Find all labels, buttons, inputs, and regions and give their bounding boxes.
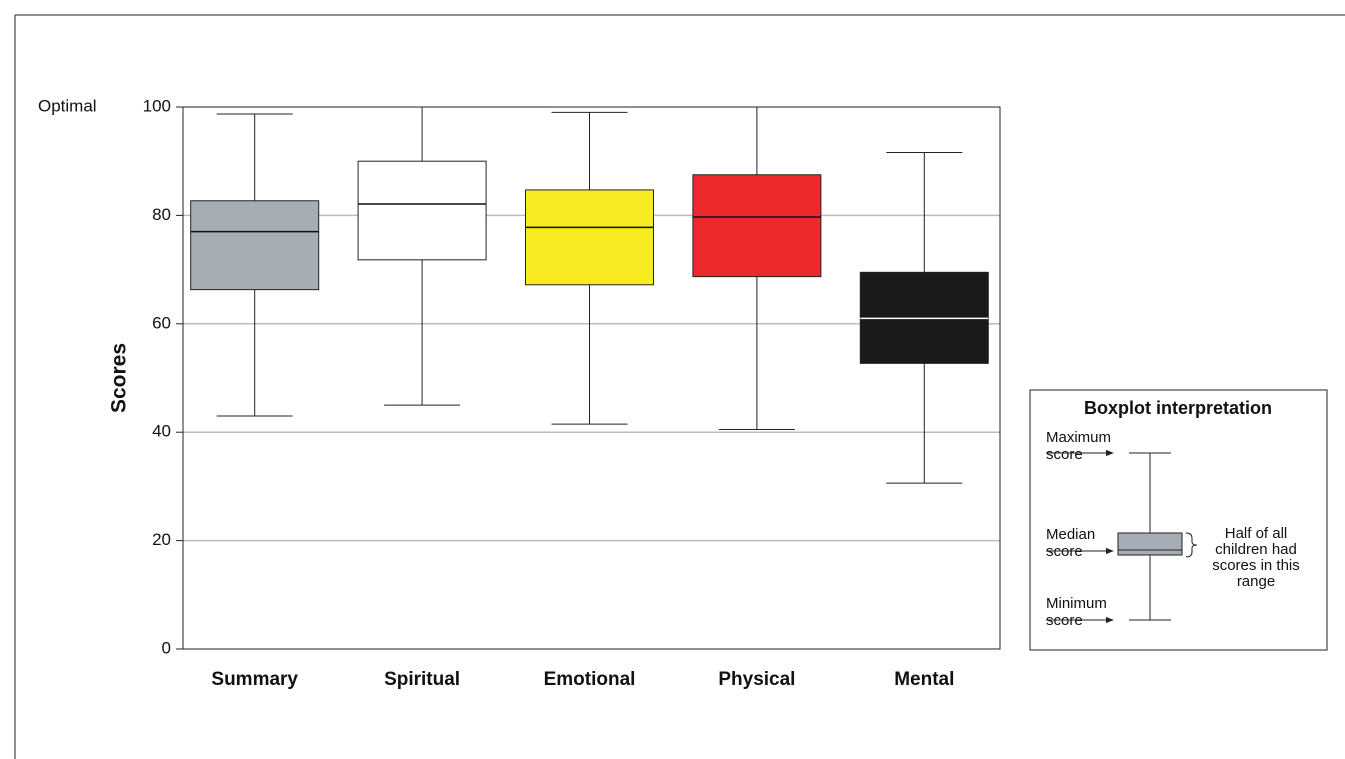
legend-label: Maximum [1046, 429, 1111, 446]
legend-title: Boxplot interpretation [1084, 398, 1272, 418]
y-tick-label: 0 [162, 638, 171, 657]
plot-frame [182, 106, 1001, 650]
y-tick-label: 20 [152, 530, 171, 549]
x-tick-label: Spiritual [384, 669, 460, 690]
box [692, 174, 822, 278]
y-tick-label: 60 [152, 313, 171, 332]
y-tick-label: 100 [143, 96, 171, 115]
legend-label: score [1046, 446, 1083, 463]
x-tick-label: Summary [211, 669, 298, 690]
box [357, 160, 487, 261]
legend-range-label: scores in this [1212, 557, 1300, 574]
legend-label: Median [1046, 526, 1095, 543]
legend-label: Minimum [1046, 595, 1107, 612]
legend-range-label: children had [1215, 541, 1297, 558]
optimal-label: Optimal [38, 96, 97, 115]
box [525, 189, 654, 286]
x-tick-label: Emotional [544, 669, 636, 690]
y-tick-label: 40 [152, 422, 171, 441]
y-axis-label: Scores [108, 343, 131, 413]
legend-box [1029, 389, 1328, 651]
legend-range-label: Half of all [1225, 525, 1288, 542]
legend-sample-box [1117, 532, 1183, 556]
legend-brace [1185, 532, 1198, 558]
y-tick-label: 80 [152, 205, 171, 224]
x-tick-label: Physical [718, 669, 795, 690]
x-tick-label: Mental [894, 669, 954, 690]
legend-range-label: range [1237, 573, 1275, 590]
box [190, 200, 320, 291]
